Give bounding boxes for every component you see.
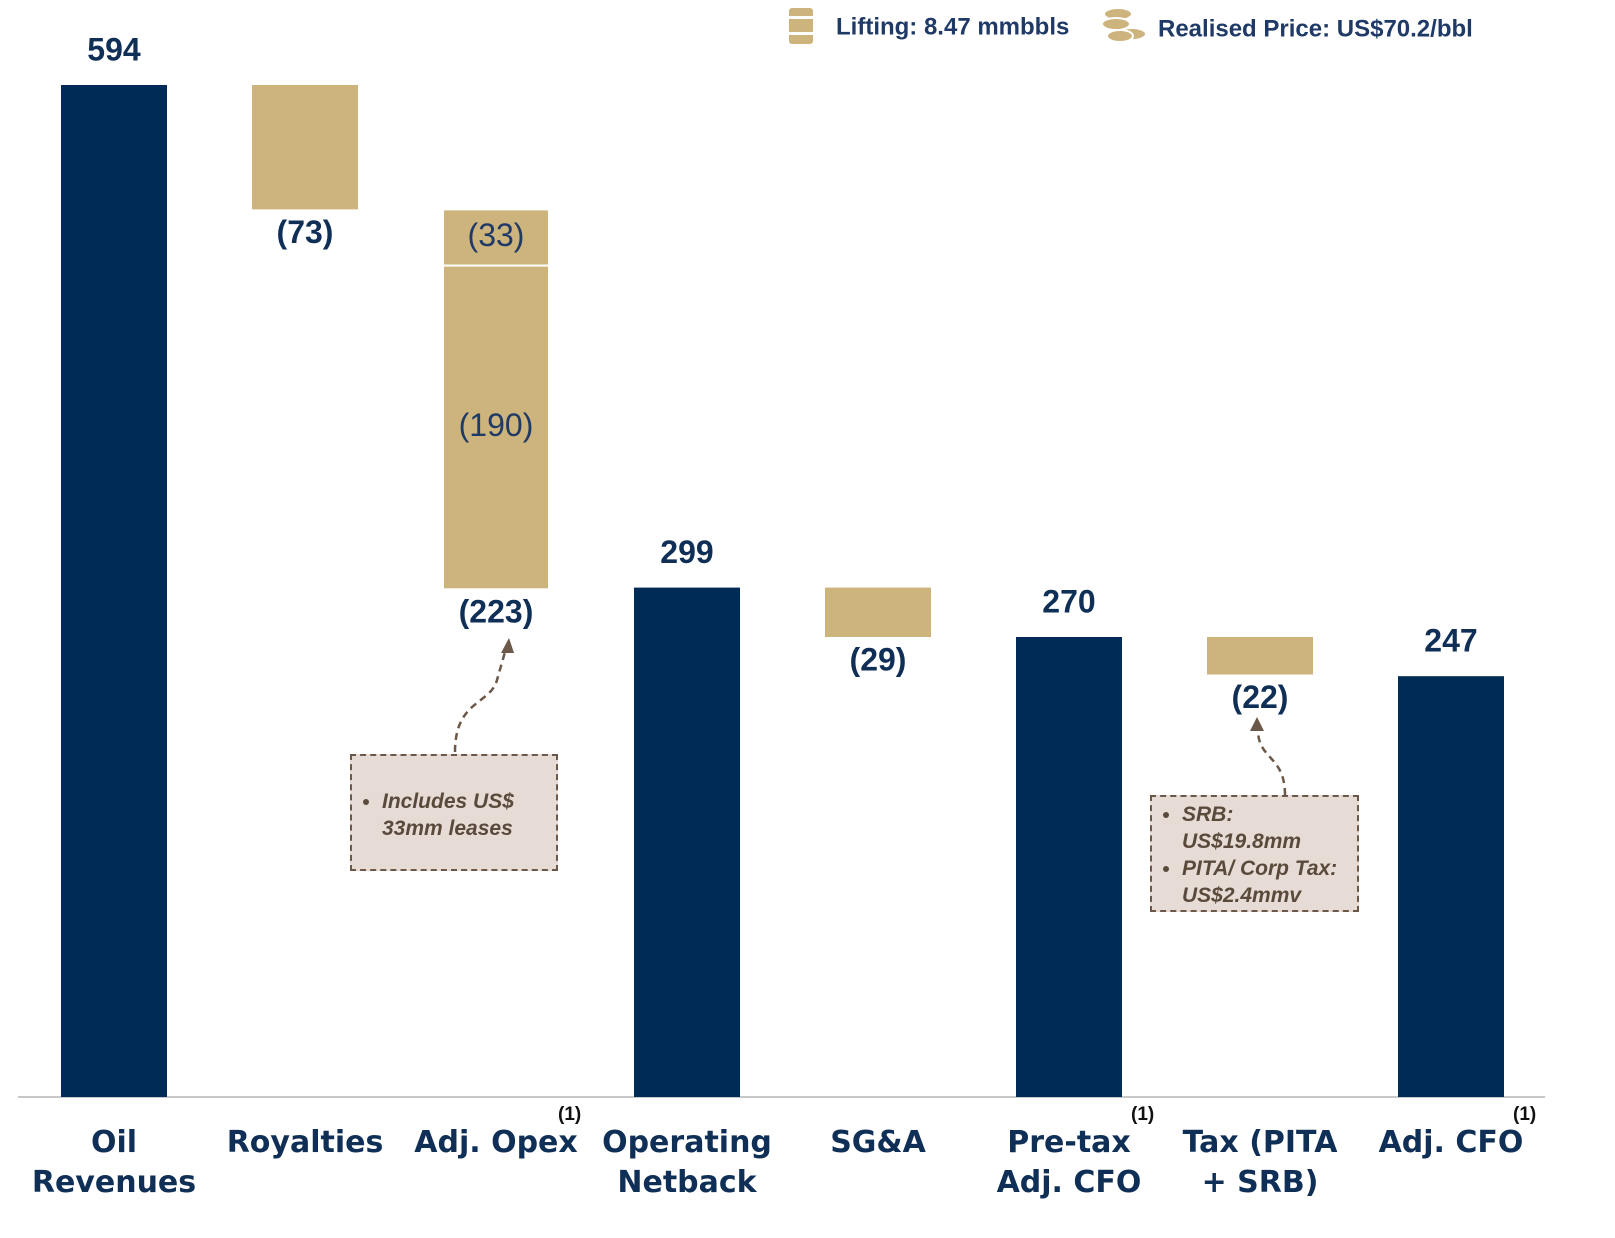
bar [252,85,358,210]
annotation-box: Includes US$ 33mm leases [350,754,558,871]
value-label: 594 [87,31,141,67]
annotation-box: SRB: US$19.8mmPITA/ Corp Tax: US$2.4mmv [1150,795,1359,912]
x-tick-label: Royalties [226,1125,384,1160]
x-tick-label: Adj. CFO [1378,1125,1524,1160]
legend-label: Realised Price: US$70.2/bbl [1158,15,1473,42]
legend-label: Lifting: 8.47 mmbbls [836,13,1069,40]
x-tick-label: Oil Revenues [31,1125,197,1200]
bar [1207,637,1313,675]
legend: Lifting: 8.47 mmbbls Realised Price: US$… [786,7,1473,44]
footnote-marker: (1) [1131,1104,1155,1125]
bar-segment [442,208,550,267]
value-label: 270 [1042,583,1095,619]
x-tick-label: Tax (PITA + SRB) [1182,1125,1338,1200]
annotation-list: Includes US$ 33mm leases [360,788,546,842]
x-tick-label: Operating Netback [602,1125,772,1200]
bar [61,85,167,1097]
bar [634,587,740,1097]
annotation-item: Includes US$ 33mm leases [382,788,546,842]
value-label: (29) [850,641,907,677]
x-tick-label: Pre-tax Adj. CFO [996,1125,1142,1200]
x-tick-label: SG&A [830,1125,926,1160]
annotation-item: SRB: US$19.8mm [1182,801,1347,855]
value-label: 247 [1424,623,1477,659]
value-label: (73) [277,214,334,250]
bar [1016,637,1122,1097]
footnote-marker: (1) [558,1104,582,1125]
bar [1398,676,1504,1097]
segment-label: (190) [459,407,534,443]
annotation-item: PITA/ Corp Tax: US$2.4mmv [1182,855,1347,909]
bar-segment [442,264,550,591]
barrel-icon [786,8,816,44]
x-tick-label: Adj. Opex [414,1125,578,1160]
segment-label: (33) [468,217,525,253]
coins-icon [1101,7,1147,43]
value-label: 299 [660,534,713,570]
callout-arrows [453,644,1287,796]
value-label: (223) [459,594,534,630]
arrowheads [501,638,1264,731]
bar [825,587,931,637]
footnote-marker: (1) [1513,1104,1537,1125]
value-label: (22) [1232,679,1289,715]
annotation-list: SRB: US$19.8mmPITA/ Corp Tax: US$2.4mmv [1160,801,1347,909]
